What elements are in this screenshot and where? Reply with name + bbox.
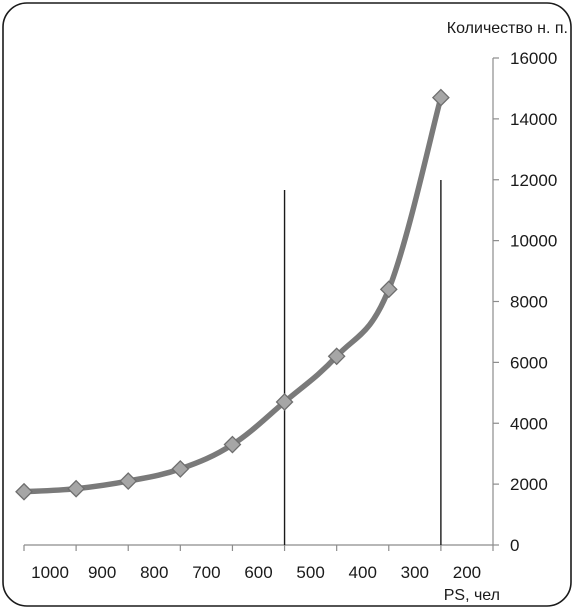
x-tick-label: 600 (244, 563, 272, 582)
data-point (431, 88, 450, 107)
y-tick-label: 4000 (510, 414, 548, 433)
x-tick-label: 400 (349, 563, 377, 582)
data-point (67, 479, 86, 498)
y-axis-title: Количество н. п. (447, 20, 568, 37)
tick-labels: 1000 900 800 700 600 500 400 300 200020004000600… (31, 49, 557, 582)
reference-lines (283, 180, 442, 545)
x-tick-label: 900 (88, 563, 116, 582)
data-point (223, 435, 242, 454)
y-tick-label: 10000 (510, 232, 557, 251)
series (15, 88, 450, 501)
y-tick-label: 6000 (510, 353, 548, 372)
data-point (15, 482, 33, 501)
x-tick-label: 300 (401, 563, 429, 582)
data-point (275, 393, 294, 411)
y-tick-label: 14000 (510, 110, 557, 129)
y-tick-label: 12000 (510, 171, 557, 190)
data-point (379, 280, 398, 299)
y-tick-label: 2000 (510, 475, 548, 494)
x-tick-label: 200 (453, 563, 481, 582)
y-tick-label: 0 (510, 536, 519, 555)
x-tick-label: 500 (296, 563, 324, 582)
y-tick-label: 16000 (510, 49, 557, 68)
x-axis-title: PS, чел (444, 587, 500, 604)
x-tick-label: 800 (140, 563, 168, 582)
x-tick-label: 1000 (31, 563, 69, 582)
axes (23, 57, 499, 551)
data-point (171, 459, 190, 478)
series-line (21, 94, 444, 495)
y-tick-label: 8000 (510, 293, 548, 312)
data-point (119, 472, 138, 491)
data-point (327, 347, 346, 366)
x-tick-label: 700 (192, 563, 220, 582)
